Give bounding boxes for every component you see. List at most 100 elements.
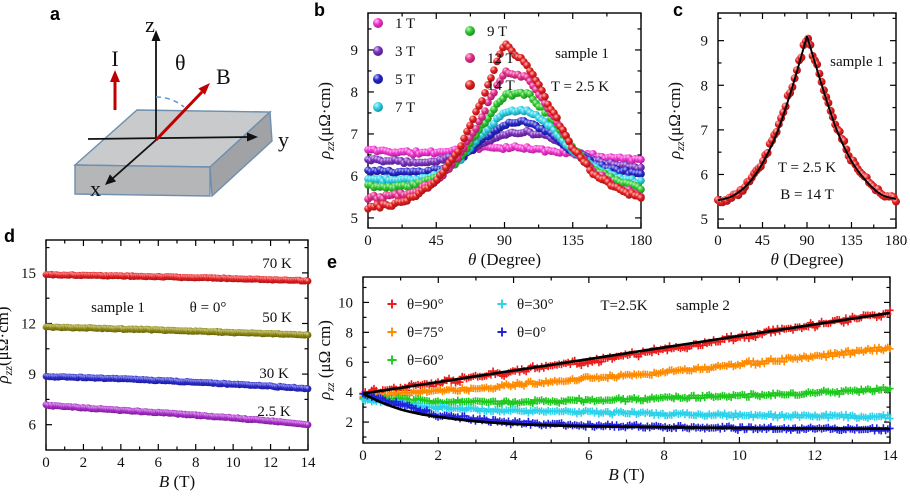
y-axis-label: y xyxy=(278,127,289,152)
series-70-K xyxy=(42,270,312,285)
x-tick-label: 8 xyxy=(660,448,668,464)
fit-line xyxy=(806,35,897,200)
annotation: sample 1 xyxy=(555,46,609,62)
series-50-K xyxy=(42,323,312,339)
chart-angle-sweep-fields: 0 45 90 135 180 5 6 7 8 9 θ (Degree) ρzz(μΩ·cm) 1 T 3… xyxy=(315,12,652,269)
y-tick-label: 5 xyxy=(351,211,359,227)
x-tick-label: 8 xyxy=(192,455,200,471)
series--30- xyxy=(359,395,894,423)
y-tick-label: 7 xyxy=(701,123,709,139)
x-axis-title: B (T) xyxy=(159,472,195,491)
x-tick-label: 4 xyxy=(510,448,518,464)
current-arrow xyxy=(110,70,120,110)
legend-label: 5 T xyxy=(395,72,415,88)
y-tick-label: 6 xyxy=(29,418,37,434)
y-tick-label: 5 xyxy=(701,212,709,228)
y-tick-label: 10 xyxy=(338,295,353,311)
x-tick-label: 4 xyxy=(117,455,125,471)
y-tick-label: 6 xyxy=(701,167,709,183)
legend-marker xyxy=(465,80,475,90)
panel-label-c: c xyxy=(673,0,684,20)
axes: 0 45 90 135 180 5 6 7 8 9 xyxy=(701,12,908,249)
x-tick-label: 6 xyxy=(155,455,163,471)
x-tick-label: 10 xyxy=(226,455,241,471)
theta-arc xyxy=(155,96,185,108)
legend-label: 9 T xyxy=(487,24,507,40)
x-tick-label: 90 xyxy=(497,233,512,249)
y-tick-label: 6 xyxy=(351,169,359,185)
legend-label: θ=0° xyxy=(517,325,546,341)
panel-label-d: d xyxy=(4,226,15,246)
legend-marker xyxy=(387,355,397,365)
panel-label-b: b xyxy=(314,0,325,20)
x-tick-label: 0 xyxy=(42,455,50,471)
field-arrow xyxy=(154,83,210,142)
legend-marker xyxy=(373,102,383,112)
x-axis-title: θ (Degree) xyxy=(468,250,541,269)
legend-label: 7 T xyxy=(395,100,415,116)
y-axis-title: ρzz(μΩ·cm) xyxy=(665,82,687,160)
y-tick-label: 8 xyxy=(351,85,359,101)
legend-marker xyxy=(373,74,383,84)
x-tick-label: 135 xyxy=(840,233,863,249)
y-tick-label: 8 xyxy=(701,78,709,94)
x-tick-label: 2 xyxy=(435,448,443,464)
legend-label: θ=30° xyxy=(517,297,554,313)
y-tick-label: 6 xyxy=(346,355,354,371)
annotation: θ = 0° xyxy=(190,300,227,316)
x-tick-label: 14 xyxy=(883,448,899,464)
legend-label: 3 T xyxy=(395,44,415,60)
x-tick-label: 135 xyxy=(562,233,585,249)
annotation: sample 1 xyxy=(830,54,884,70)
annotation: sample 2 xyxy=(676,298,730,314)
legend-label: 1 T xyxy=(395,16,415,32)
x-tick-label: 0 xyxy=(714,233,722,249)
x-axis-label: x xyxy=(90,176,101,201)
x-tick-label: 10 xyxy=(732,448,747,464)
legend-label: 12 T xyxy=(487,51,515,67)
y-tick-label: 9 xyxy=(29,367,37,383)
annotation: 50 K xyxy=(262,310,292,326)
x-tick-label: 2 xyxy=(80,455,88,471)
x-axis-title: θ (Degree) xyxy=(770,250,843,269)
x-tick-label: 180 xyxy=(630,233,653,249)
coordinate-axes xyxy=(87,38,251,180)
axes: 0 2 4 6 8 10 12 14 6 9 12 15 xyxy=(21,239,317,471)
legend-label: 14 T xyxy=(487,78,515,94)
axis-arrowheads xyxy=(105,30,258,185)
y-tick-label: 15 xyxy=(21,266,36,282)
y-tick-label: 7 xyxy=(351,127,359,143)
annotation: T=2.5K xyxy=(600,298,647,314)
annotation: 70 K xyxy=(262,256,292,272)
y-tick-label: 2 xyxy=(346,415,354,431)
fit-line xyxy=(362,311,891,395)
legend-marker xyxy=(373,46,383,56)
series-14-T xyxy=(364,40,645,213)
panel-label-e: e xyxy=(327,252,338,272)
x-tick-label: 6 xyxy=(585,448,593,464)
x-tick-label: 180 xyxy=(885,233,908,249)
legend-marker xyxy=(465,26,475,36)
legend: 1 T 3 T 5 T 7 T 9 T 12 T 14 T xyxy=(373,16,515,116)
x-tick-label: 14 xyxy=(301,455,317,471)
y-tick-label: 9 xyxy=(351,43,359,59)
legend-label: θ=75° xyxy=(407,325,444,341)
axes: 0 45 90 135 180 5 6 7 8 9 xyxy=(351,12,653,249)
x-tick-label: 0 xyxy=(364,233,372,249)
axes: 0 2 4 6 8 10 12 14 2 4 6 8 10 xyxy=(338,276,899,464)
annotation: T = 2.5 K xyxy=(551,79,609,95)
annotation: B = 14 T xyxy=(780,187,834,203)
legend-marker xyxy=(497,299,507,309)
z-axis-label: z xyxy=(145,12,155,37)
legend-marker xyxy=(373,18,383,28)
legend-label: θ=90° xyxy=(407,297,444,313)
fit-line xyxy=(717,35,808,202)
x-tick-label: 90 xyxy=(800,233,815,249)
chart-field-sweep-temperatures: 0 2 4 6 8 10 12 14 6 9 12 15 B (T) ρzz(μΩ·cm) sample 1… xyxy=(0,239,317,491)
y-tick-label: 8 xyxy=(346,325,354,341)
legend: θ=90° θ=75° θ=60° θ=30° θ=0° xyxy=(387,297,554,369)
legend-marker xyxy=(497,327,507,337)
x-tick-label: 12 xyxy=(807,448,822,464)
